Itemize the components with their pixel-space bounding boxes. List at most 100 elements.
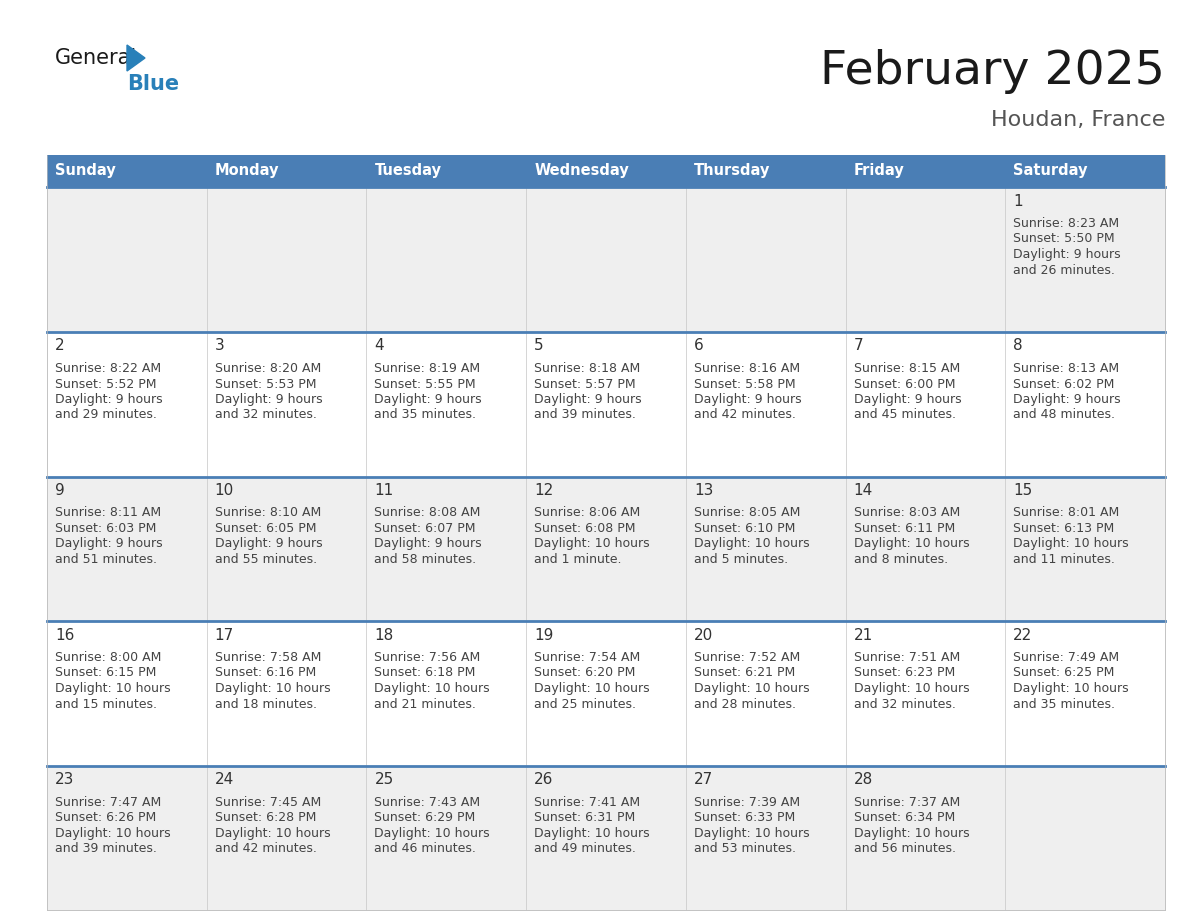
Text: Daylight: 10 hours: Daylight: 10 hours bbox=[55, 826, 171, 839]
Text: and 49 minutes.: and 49 minutes. bbox=[535, 842, 636, 855]
Bar bbox=[685, 766, 846, 910]
Text: Daylight: 10 hours: Daylight: 10 hours bbox=[1013, 538, 1129, 551]
Bar bbox=[685, 621, 846, 766]
Text: Daylight: 9 hours: Daylight: 9 hours bbox=[694, 393, 802, 406]
Text: Daylight: 9 hours: Daylight: 9 hours bbox=[374, 393, 482, 406]
Text: Sunset: 5:50 PM: Sunset: 5:50 PM bbox=[1013, 232, 1114, 245]
Text: Sunrise: 8:23 AM: Sunrise: 8:23 AM bbox=[1013, 217, 1119, 230]
Text: Houdan, France: Houdan, France bbox=[991, 110, 1165, 130]
Text: and 46 minutes.: and 46 minutes. bbox=[374, 842, 476, 855]
Text: Friday: Friday bbox=[853, 163, 904, 178]
Bar bbox=[366, 187, 526, 332]
Text: Sunset: 6:03 PM: Sunset: 6:03 PM bbox=[55, 522, 157, 535]
Text: Sunrise: 7:58 AM: Sunrise: 7:58 AM bbox=[215, 651, 321, 664]
Text: Daylight: 10 hours: Daylight: 10 hours bbox=[535, 826, 650, 839]
Text: Daylight: 9 hours: Daylight: 9 hours bbox=[215, 538, 322, 551]
Bar bbox=[685, 187, 846, 332]
Text: and 21 minutes.: and 21 minutes. bbox=[374, 698, 476, 711]
Text: Daylight: 10 hours: Daylight: 10 hours bbox=[694, 826, 809, 839]
Bar bbox=[366, 476, 526, 621]
Bar bbox=[526, 621, 685, 766]
Text: Daylight: 9 hours: Daylight: 9 hours bbox=[215, 393, 322, 406]
Text: Sunset: 6:00 PM: Sunset: 6:00 PM bbox=[853, 377, 955, 390]
Text: and 11 minutes.: and 11 minutes. bbox=[1013, 553, 1116, 566]
Text: and 45 minutes.: and 45 minutes. bbox=[853, 409, 955, 421]
Text: and 8 minutes.: and 8 minutes. bbox=[853, 553, 948, 566]
Text: Daylight: 10 hours: Daylight: 10 hours bbox=[55, 682, 171, 695]
Text: 27: 27 bbox=[694, 772, 713, 787]
Text: Sunset: 5:52 PM: Sunset: 5:52 PM bbox=[55, 377, 157, 390]
Text: Sunset: 6:10 PM: Sunset: 6:10 PM bbox=[694, 522, 795, 535]
Text: and 42 minutes.: and 42 minutes. bbox=[215, 842, 316, 855]
Text: Sunrise: 8:00 AM: Sunrise: 8:00 AM bbox=[55, 651, 162, 664]
Text: Sunset: 6:15 PM: Sunset: 6:15 PM bbox=[55, 666, 157, 679]
Text: Sunrise: 8:16 AM: Sunrise: 8:16 AM bbox=[694, 362, 800, 375]
Bar bbox=[846, 766, 1005, 910]
Text: Daylight: 10 hours: Daylight: 10 hours bbox=[374, 682, 491, 695]
Text: Sunrise: 7:54 AM: Sunrise: 7:54 AM bbox=[535, 651, 640, 664]
Text: Sunset: 6:02 PM: Sunset: 6:02 PM bbox=[1013, 377, 1114, 390]
Text: Sunset: 6:18 PM: Sunset: 6:18 PM bbox=[374, 666, 476, 679]
Bar bbox=[207, 187, 366, 332]
Text: 12: 12 bbox=[535, 483, 554, 498]
Text: General: General bbox=[55, 48, 138, 68]
Text: and 53 minutes.: and 53 minutes. bbox=[694, 842, 796, 855]
Text: Daylight: 9 hours: Daylight: 9 hours bbox=[374, 538, 482, 551]
Text: Sunset: 6:13 PM: Sunset: 6:13 PM bbox=[1013, 522, 1114, 535]
Text: 26: 26 bbox=[535, 772, 554, 787]
Bar bbox=[526, 332, 685, 476]
Text: and 1 minute.: and 1 minute. bbox=[535, 553, 621, 566]
Text: and 28 minutes.: and 28 minutes. bbox=[694, 698, 796, 711]
Text: Daylight: 10 hours: Daylight: 10 hours bbox=[535, 538, 650, 551]
Bar bbox=[526, 187, 685, 332]
Bar bbox=[48, 621, 207, 766]
Bar bbox=[48, 187, 207, 332]
Text: and 32 minutes.: and 32 minutes. bbox=[215, 409, 316, 421]
Text: 3: 3 bbox=[215, 339, 225, 353]
Text: Thursday: Thursday bbox=[694, 163, 770, 178]
Text: Saturday: Saturday bbox=[1013, 163, 1088, 178]
Text: Sunset: 6:11 PM: Sunset: 6:11 PM bbox=[853, 522, 955, 535]
Bar bbox=[207, 332, 366, 476]
Bar bbox=[1005, 187, 1165, 332]
Bar bbox=[1005, 621, 1165, 766]
Text: Sunrise: 7:45 AM: Sunrise: 7:45 AM bbox=[215, 796, 321, 809]
Text: Sunset: 6:23 PM: Sunset: 6:23 PM bbox=[853, 666, 955, 679]
Text: Sunrise: 8:08 AM: Sunrise: 8:08 AM bbox=[374, 507, 481, 520]
Bar bbox=[1005, 332, 1165, 476]
Text: Sunrise: 8:19 AM: Sunrise: 8:19 AM bbox=[374, 362, 481, 375]
Text: 17: 17 bbox=[215, 628, 234, 643]
Text: Tuesday: Tuesday bbox=[374, 163, 442, 178]
Text: Monday: Monday bbox=[215, 163, 279, 178]
Text: Sunrise: 8:22 AM: Sunrise: 8:22 AM bbox=[55, 362, 162, 375]
Text: Sunrise: 7:37 AM: Sunrise: 7:37 AM bbox=[853, 796, 960, 809]
Text: 23: 23 bbox=[55, 772, 75, 787]
Text: 13: 13 bbox=[694, 483, 713, 498]
Bar bbox=[48, 766, 207, 910]
Text: 9: 9 bbox=[55, 483, 65, 498]
Bar bbox=[48, 332, 207, 476]
Text: 15: 15 bbox=[1013, 483, 1032, 498]
Text: 25: 25 bbox=[374, 772, 393, 787]
Text: Sunset: 5:58 PM: Sunset: 5:58 PM bbox=[694, 377, 796, 390]
Text: Sunrise: 7:56 AM: Sunrise: 7:56 AM bbox=[374, 651, 481, 664]
Text: Daylight: 10 hours: Daylight: 10 hours bbox=[1013, 682, 1129, 695]
Text: Daylight: 9 hours: Daylight: 9 hours bbox=[1013, 393, 1121, 406]
Text: Daylight: 9 hours: Daylight: 9 hours bbox=[535, 393, 642, 406]
Text: 28: 28 bbox=[853, 772, 873, 787]
Text: Sunset: 5:57 PM: Sunset: 5:57 PM bbox=[535, 377, 636, 390]
Text: Daylight: 9 hours: Daylight: 9 hours bbox=[853, 393, 961, 406]
Text: Sunrise: 8:03 AM: Sunrise: 8:03 AM bbox=[853, 507, 960, 520]
Bar bbox=[526, 476, 685, 621]
Text: and 25 minutes.: and 25 minutes. bbox=[535, 698, 636, 711]
Text: 14: 14 bbox=[853, 483, 873, 498]
Text: Sunset: 6:07 PM: Sunset: 6:07 PM bbox=[374, 522, 476, 535]
Bar bbox=[685, 332, 846, 476]
Bar bbox=[846, 187, 1005, 332]
Text: 20: 20 bbox=[694, 628, 713, 643]
Bar bbox=[207, 476, 366, 621]
Text: and 35 minutes.: and 35 minutes. bbox=[374, 409, 476, 421]
Text: and 15 minutes.: and 15 minutes. bbox=[55, 698, 157, 711]
Bar bbox=[1005, 766, 1165, 910]
Text: Sunrise: 7:47 AM: Sunrise: 7:47 AM bbox=[55, 796, 162, 809]
